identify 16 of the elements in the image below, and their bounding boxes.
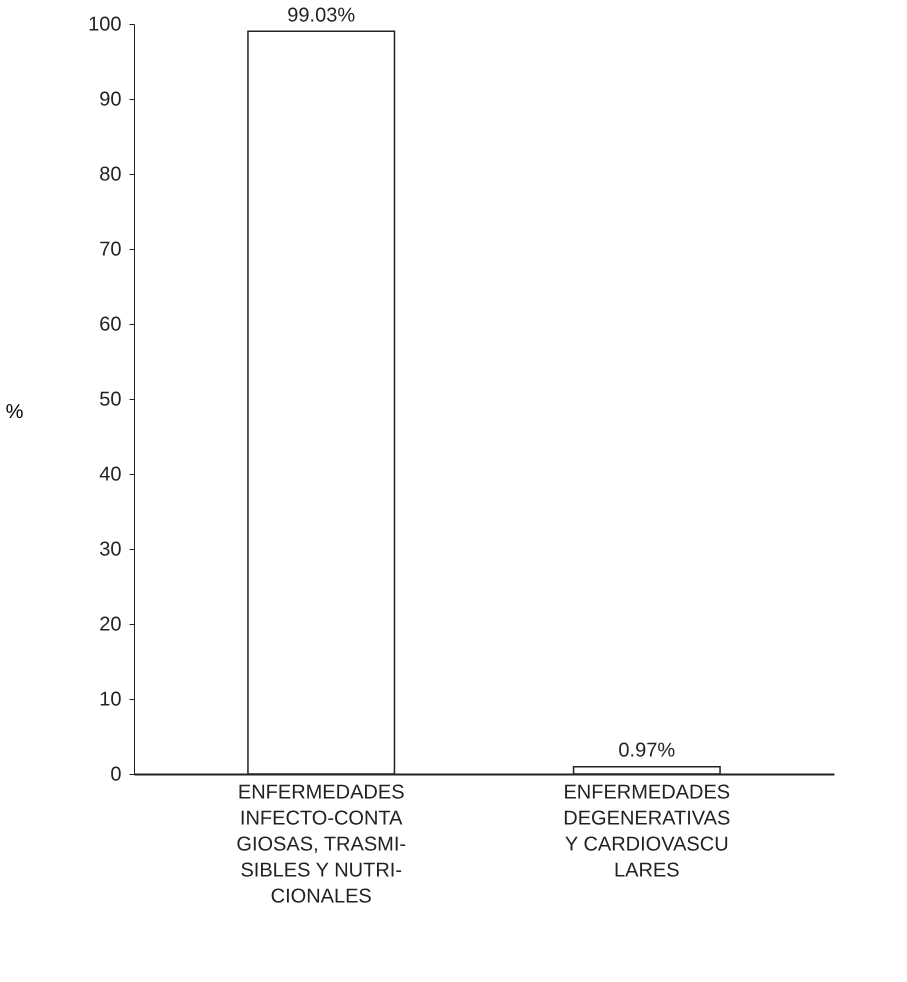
y-axis-title: %	[6, 401, 24, 423]
x-tick-label: ENFERMEDADES INFECTO-CONTA GIOSAS, TRASMI- SIBLES Y NUTRI- CIONALES	[236, 782, 406, 908]
y-tick-label: 100	[88, 14, 122, 36]
y-tick-label: 80	[99, 164, 122, 186]
x-tick-label: ENFERMEDADES DEGENERATIVAS Y CARDIOVASCU LARES	[563, 782, 730, 882]
y-tick-label: 0	[110, 764, 122, 786]
data-label: 99.03%	[287, 4, 356, 26]
y-tick-label: 10	[99, 688, 122, 710]
y-tick-label: 20	[99, 614, 122, 636]
y-tick-label: 60	[99, 314, 122, 336]
data-label: 0.97%	[618, 740, 676, 762]
y-tick-label: 50	[99, 388, 122, 410]
y-tick-label: 70	[99, 238, 122, 260]
y-tick-label: 90	[99, 88, 122, 110]
y-tick-label: 40	[99, 464, 122, 486]
y-tick-label: 30	[99, 538, 122, 560]
